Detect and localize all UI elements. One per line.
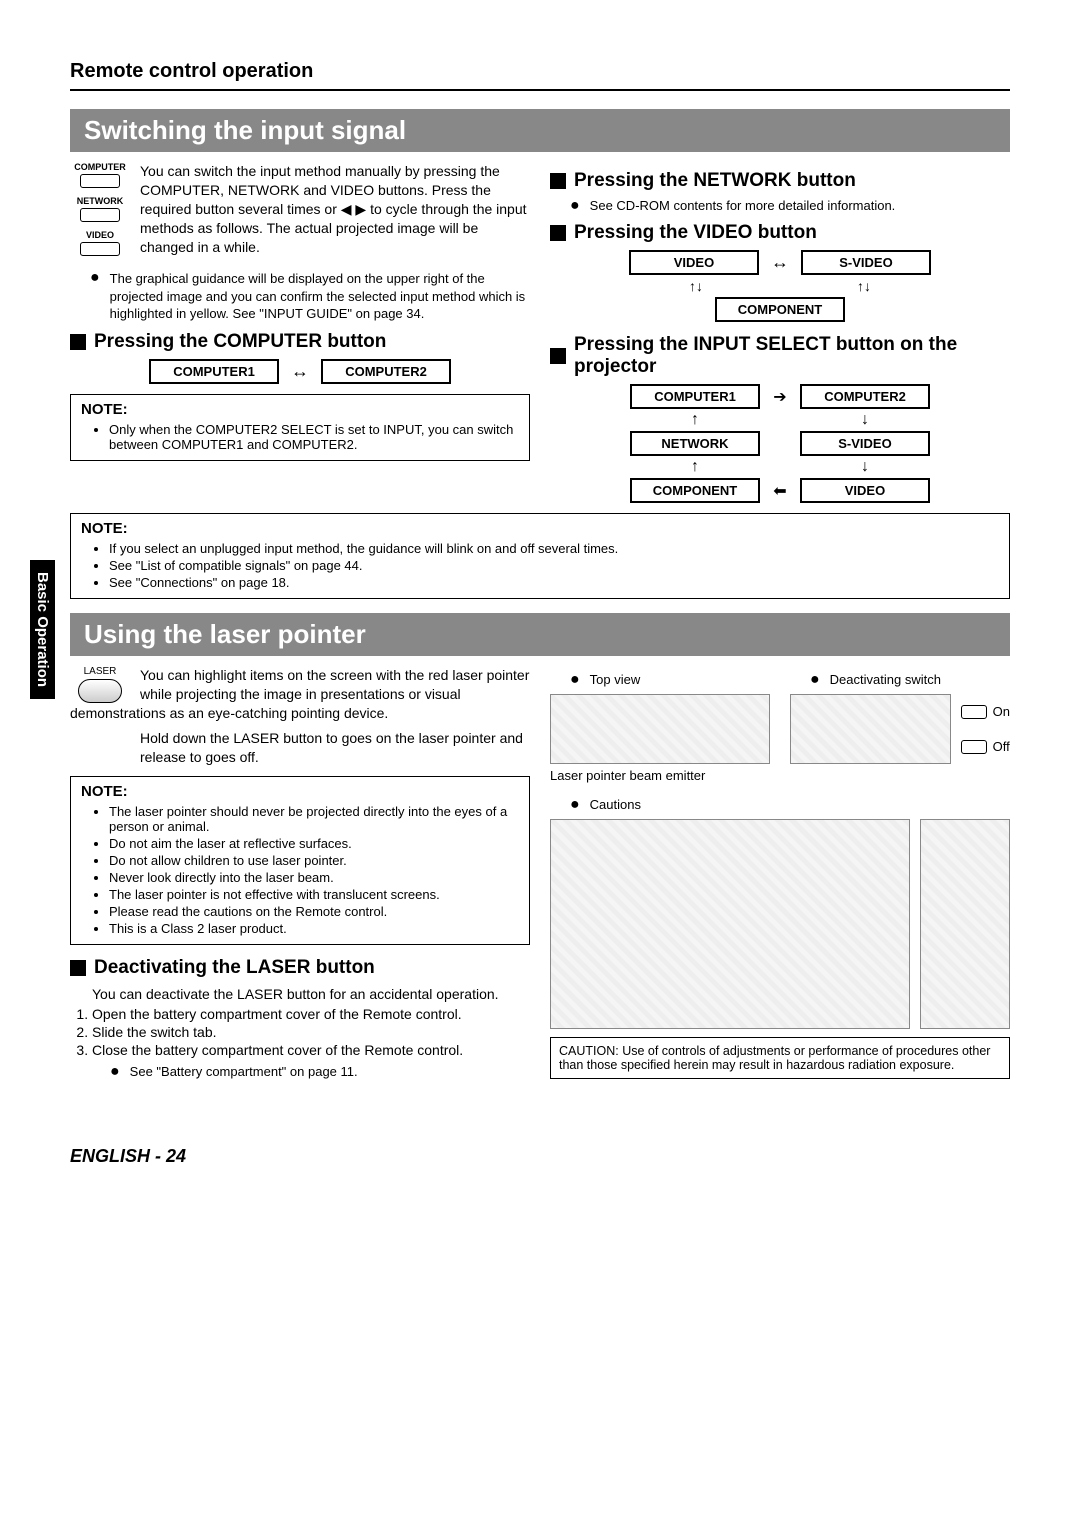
section2-intro: You can highlight items on the screen wi…	[70, 666, 530, 723]
bullet-icon: ●	[90, 270, 100, 286]
video-button-icon	[80, 242, 120, 256]
deactivate-intro: You can deactivate the LASER button for …	[92, 985, 530, 1004]
computer2-box: COMPUTER2	[321, 359, 451, 384]
up-arrow-icon: ↑	[630, 411, 760, 429]
laser-button-icon: LASER	[70, 666, 130, 703]
deactivate-step: Slide the switch tab.	[92, 1024, 530, 1040]
network-button-icon	[80, 208, 120, 222]
component-box: COMPONENT	[715, 297, 845, 322]
left-arrow-icon: ⬅	[760, 481, 800, 501]
caution-text: CAUTION: Use of controls of adjustments …	[559, 1044, 990, 1072]
on-label: On	[993, 704, 1010, 719]
is-network: NETWORK	[630, 431, 760, 456]
laser-note-item: This is a Class 2 laser product.	[109, 921, 519, 936]
section2-title: Using the laser pointer	[70, 613, 1010, 656]
square-icon	[550, 173, 566, 189]
off-label: Off	[993, 739, 1010, 754]
svideo-box: S-VIDEO	[801, 250, 931, 275]
laser-note-box: NOTE: The laser pointer should never be …	[70, 776, 530, 945]
double-arrow-icon: ↔	[771, 252, 789, 273]
section2-intro2: Hold down the LASER button to goes on th…	[140, 729, 530, 767]
note1-title: NOTE:	[81, 401, 519, 418]
section1-intro: You can switch the input method manually…	[70, 162, 530, 256]
sub-network: Pressing the NETWORK button	[574, 170, 856, 192]
laser-label: LASER	[70, 666, 130, 677]
video-label: VIDEO	[70, 230, 130, 240]
sub-video: Pressing the VIDEO button	[574, 222, 817, 244]
topview-diagram	[550, 694, 770, 764]
remote-button-stack: COMPUTER NETWORK VIDEO	[70, 162, 130, 264]
square-icon	[70, 960, 86, 976]
beam-label: Laser pointer beam emitter	[550, 768, 770, 783]
bullet-icon: ●	[570, 797, 580, 813]
note1-item: Only when the COMPUTER2 SELECT is set to…	[109, 422, 519, 452]
is-video: VIDEO	[800, 478, 930, 503]
up-down-arrow-icon: ↑↓	[631, 279, 761, 293]
remote-diagram	[920, 819, 1010, 1029]
bullet-icon: ●	[570, 198, 580, 214]
computer1-box: COMPUTER1	[149, 359, 279, 384]
note2-box: NOTE: If you select an unplugged input m…	[70, 513, 1010, 599]
deact-switch-label: Deactivating switch	[830, 672, 941, 687]
note2-item: See "Connections" on page 18.	[109, 575, 999, 590]
bullet-icon: ●	[110, 1064, 120, 1080]
down-arrow-icon: ↓	[800, 458, 930, 476]
is-svideo: S-VIDEO	[800, 431, 930, 456]
computer-label: COMPUTER	[70, 162, 130, 172]
laser-note-item: The laser pointer is not effective with …	[109, 887, 519, 902]
computer-button-icon	[80, 174, 120, 188]
laser-note-item: The laser pointer should never be projec…	[109, 804, 519, 834]
switch-off-icon	[961, 740, 987, 754]
laser-note-title: NOTE:	[81, 783, 519, 800]
laser-note-item: Do not allow children to use laser point…	[109, 853, 519, 868]
square-icon	[70, 334, 86, 350]
up-down-arrow-icon: ↑↓	[799, 279, 929, 293]
note2-item: If you select an unplugged input method,…	[109, 541, 999, 556]
step-sub: See "Battery compartment" on page 11.	[130, 1064, 358, 1079]
bullet-icon: ●	[810, 672, 820, 688]
side-tab: Basic Operation	[30, 560, 55, 699]
page-footer: ENGLISH - 24	[70, 1146, 1010, 1167]
note2-title: NOTE:	[81, 520, 999, 537]
switch-on-icon	[961, 705, 987, 719]
up-arrow-icon: ↑	[630, 458, 760, 476]
caution-label-diagram	[550, 819, 910, 1029]
is-component: COMPONENT	[630, 478, 760, 503]
sub-inputselect: Pressing the INPUT SELECT button on the …	[574, 334, 1010, 378]
laser-note-item: Do not aim the laser at reflective surfa…	[109, 836, 519, 851]
down-arrow-icon: ↓	[800, 411, 930, 429]
sub-deactivate: Deactivating the LASER button	[94, 957, 375, 979]
note2-item: See "List of compatible signals" on page…	[109, 558, 999, 573]
topview-label: Top view	[590, 672, 641, 687]
right-arrow-icon: ➔	[760, 387, 800, 407]
deactivate-step: Close the battery compartment cover of t…	[92, 1042, 530, 1058]
network-label: NETWORK	[70, 196, 130, 206]
section1-bullet1: The graphical guidance will be displayed…	[110, 270, 530, 323]
laser-note-item: Please read the cautions on the Remote c…	[109, 904, 519, 919]
page-header: Remote control operation	[70, 60, 1010, 91]
cautions-label: Cautions	[590, 797, 641, 812]
network-bullet: See CD-ROM contents for more detailed in…	[590, 198, 896, 213]
switch-diagram	[790, 694, 951, 764]
double-arrow-icon: ↔	[291, 361, 309, 382]
caution-box: CAUTION: Use of controls of adjustments …	[550, 1037, 1010, 1079]
is-computer1: COMPUTER1	[630, 384, 760, 409]
sub-computer: Pressing the COMPUTER button	[94, 331, 386, 353]
square-icon	[550, 225, 566, 241]
laser-note-item: Never look directly into the laser beam.	[109, 870, 519, 885]
section1-title: Switching the input signal	[70, 109, 1010, 152]
video-box: VIDEO	[629, 250, 759, 275]
deactivate-step: Open the battery compartment cover of th…	[92, 1006, 530, 1022]
is-computer2: COMPUTER2	[800, 384, 930, 409]
note1-box: NOTE: Only when the COMPUTER2 SELECT is …	[70, 394, 530, 461]
square-icon	[550, 348, 566, 364]
bullet-icon: ●	[570, 672, 580, 688]
